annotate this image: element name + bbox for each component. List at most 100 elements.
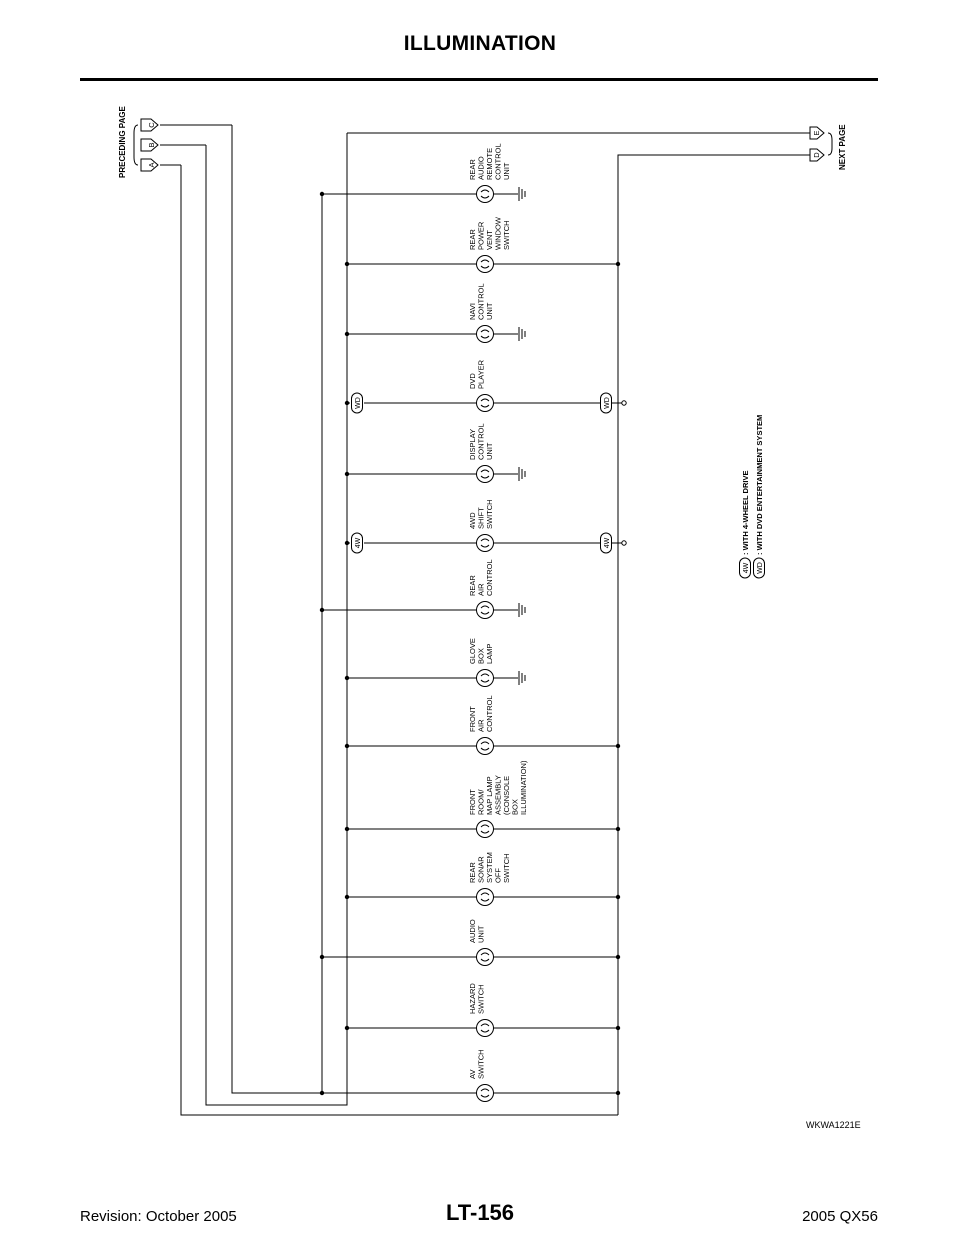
wires (160, 124, 810, 1116)
component-row: NAVICONTROLUNIT (347, 283, 526, 343)
option-tag-text: WD (604, 397, 611, 409)
component-label: 4WDSHIFTSWITCH (468, 499, 494, 529)
connector-out-d: D (809, 148, 825, 162)
component-row: FRONTROOM/MAP LAMPASSEMBLY(CONSOLEBOXILL… (347, 760, 618, 838)
component-label: REARPOWERVENTWINDOWSWITCH (468, 216, 511, 250)
component-label-line: FRONT (468, 789, 477, 815)
lamp-outline (476, 948, 494, 966)
legend-tag-text: WD (757, 562, 764, 574)
component-label-line: DVD (468, 373, 477, 389)
component-label-line: AV (468, 1070, 477, 1079)
lamp-outline (476, 325, 494, 343)
lamp-icon (476, 737, 494, 755)
lamp-icon (476, 601, 494, 619)
bus-right (617, 154, 810, 1115)
component-rows: REARAUDIOREMOTECONTROLUNITREARPOWERVENTW… (319, 143, 627, 1102)
lamp-filament (480, 538, 490, 548)
lamp-icon (476, 255, 494, 273)
junction-dot (344, 471, 350, 477)
lamp-outline (476, 669, 494, 687)
lamp-filament (480, 469, 490, 479)
option-tag-text: WD (355, 397, 362, 409)
open-terminal (621, 540, 627, 546)
lamp-filament (480, 189, 490, 199)
lamp-icon (476, 534, 494, 552)
legend-text: : WITH DVD ENTERTAINMENT SYSTEM (755, 415, 764, 555)
lamp-outline (476, 255, 494, 273)
connector-flag (809, 126, 825, 140)
ground-icon (518, 603, 526, 617)
connector-letter: B (147, 142, 156, 147)
option-tag-outline (600, 532, 612, 554)
lamp-outline (476, 820, 494, 838)
connector-flag (140, 118, 159, 132)
component-label-line: AIR (477, 583, 486, 596)
model-text: 2005 QX56 (802, 1208, 878, 1225)
connector-letter: D (812, 152, 821, 158)
component-label: GLOVEBOXLAMP (468, 638, 494, 664)
component-label-line: UNIT (477, 925, 486, 943)
component-label-line: FRONT (468, 706, 477, 732)
page-number: LT-156 (445, 1200, 515, 1225)
junction-dot (319, 607, 325, 613)
component-label-line: OFF (494, 868, 503, 883)
lamp-filament (480, 892, 490, 902)
junction-dot (615, 826, 621, 832)
component-label-line: HAZARD (468, 983, 477, 1014)
component-label: AUDIOUNIT (468, 919, 486, 943)
option-tag: WD (351, 392, 363, 414)
connector-in-a: A (140, 158, 159, 172)
junction-dot (344, 540, 350, 546)
legend-text: : WITH 4-WHEEL DRIVE (741, 471, 750, 555)
option-tag-outline (600, 392, 612, 414)
junction-dot (344, 331, 350, 337)
connector-flag (809, 148, 825, 162)
component-label-line: REAR (468, 159, 477, 180)
option-tag-outline (351, 532, 363, 554)
wire-b (205, 133, 348, 1106)
component-label-line: SONAR (477, 856, 486, 883)
junction-dot (615, 954, 621, 960)
component-label-line: ASSEMBLY (494, 775, 503, 815)
lamp-icon (476, 325, 494, 343)
junction-dot (615, 1090, 621, 1096)
option-tag-text: 4W (355, 537, 362, 548)
open-terminal (621, 400, 627, 406)
connector-in-b: B (140, 138, 159, 152)
lamp-outline (476, 888, 494, 906)
connector-brace (133, 124, 139, 166)
component-label-line: REMOTE (485, 148, 494, 180)
connector-letter: E (812, 130, 821, 135)
component-label-line: POWER (477, 221, 486, 250)
lamp-outline (476, 465, 494, 483)
component-label-line: ROOM/ (477, 789, 486, 815)
junction-dot (615, 894, 621, 900)
component-label-line: REAR (468, 575, 477, 596)
legend-item: WD : WITH DVD ENTERTAINMENT SYSTEM (753, 415, 765, 579)
component-label-line: WINDOW (494, 216, 503, 250)
revision-text: Revision: October 2005 (80, 1208, 237, 1225)
component-label-line: 4WD (468, 512, 477, 529)
component-label-line: SHIFT (477, 507, 486, 529)
ground-icon (518, 671, 526, 685)
junction-dot (615, 1025, 621, 1031)
component-label-line: MAP LAMP (485, 776, 494, 815)
lamp-filament (480, 259, 490, 269)
junction-dot (615, 261, 621, 267)
component-label-line: SYSTEM (485, 852, 494, 883)
ground-icon (518, 187, 526, 201)
component-label: AVSWITCH (468, 1049, 486, 1079)
component-label-line: UNIT (502, 162, 511, 180)
component-label-line: BOX (477, 648, 486, 664)
lamp-filament (480, 824, 490, 834)
component-label: FRONTAIRCONTROL (468, 695, 494, 732)
connector-flag (140, 158, 159, 172)
junction-dot (344, 675, 350, 681)
component-row: REARPOWERVENTWINDOWSWITCH (347, 216, 618, 273)
lamp-outline (476, 185, 494, 203)
component-label-line: CONTROL (485, 695, 494, 732)
connector-flag (140, 138, 159, 152)
legend: 4W: WITH 4-WHEEL DRIVE WD: WITH DVD ENTER… (739, 415, 765, 579)
figure-id: WKWA1221E (806, 1120, 861, 1130)
